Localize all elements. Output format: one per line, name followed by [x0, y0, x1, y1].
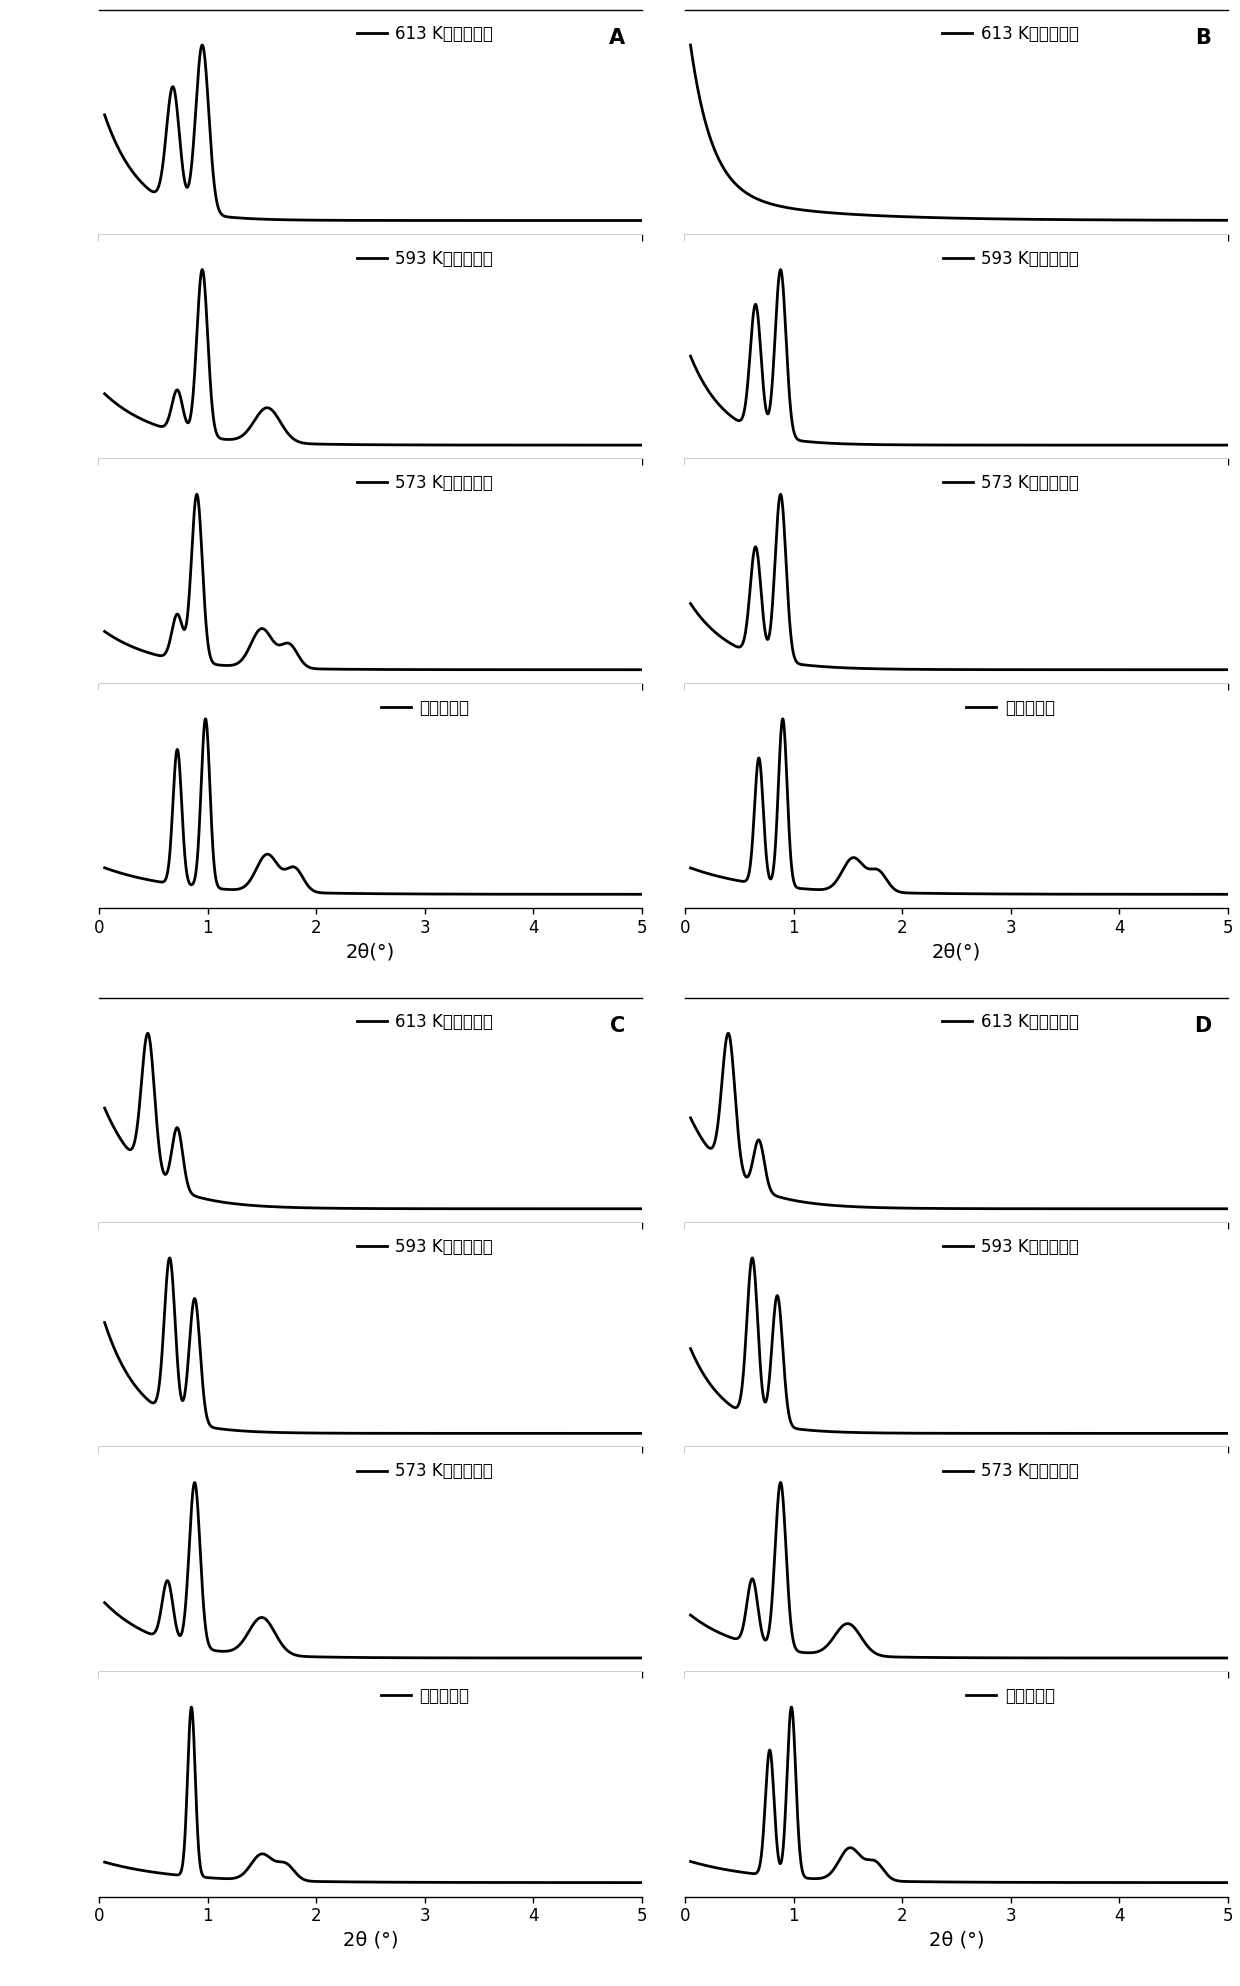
Legend: 水热测试前: 水热测试前 — [960, 1680, 1061, 1712]
X-axis label: 2θ(°): 2θ(°) — [346, 941, 396, 961]
Text: A: A — [609, 28, 625, 48]
X-axis label: 2θ(°): 2θ(°) — [931, 941, 981, 961]
Legend: 573 K下水热测试: 573 K下水热测试 — [936, 1456, 1085, 1488]
Legend: 573 K下水热测试: 573 K下水热测试 — [936, 467, 1085, 498]
Text: C: C — [610, 1017, 625, 1037]
X-axis label: 2θ (°): 2θ (°) — [342, 1930, 398, 1950]
Legend: 573 K下水热测试: 573 K下水热测试 — [350, 1456, 500, 1488]
Legend: 593 K下水热测试: 593 K下水热测试 — [936, 1231, 1085, 1263]
Legend: 593 K下水热测试: 593 K下水热测试 — [350, 1231, 500, 1263]
Text: D: D — [1194, 1017, 1211, 1037]
Legend: 593 K下水热测试: 593 K下水热测试 — [350, 242, 500, 274]
Legend: 613 K下水热测试: 613 K下水热测试 — [350, 1007, 500, 1039]
Legend: 水热测试前: 水热测试前 — [374, 691, 475, 723]
Legend: 水热测试前: 水热测试前 — [374, 1680, 475, 1712]
Legend: 613 K下水热测试: 613 K下水热测试 — [936, 18, 1085, 50]
Legend: 593 K下水热测试: 593 K下水热测试 — [936, 242, 1085, 274]
Legend: 613 K下水热测试: 613 K下水热测试 — [350, 18, 500, 50]
Legend: 573 K下水热测试: 573 K下水热测试 — [350, 467, 500, 498]
X-axis label: 2θ (°): 2θ (°) — [929, 1930, 985, 1950]
Text: B: B — [1195, 28, 1211, 48]
Legend: 水热测试前: 水热测试前 — [960, 691, 1061, 723]
Legend: 613 K下水热测试: 613 K下水热测试 — [936, 1007, 1085, 1039]
